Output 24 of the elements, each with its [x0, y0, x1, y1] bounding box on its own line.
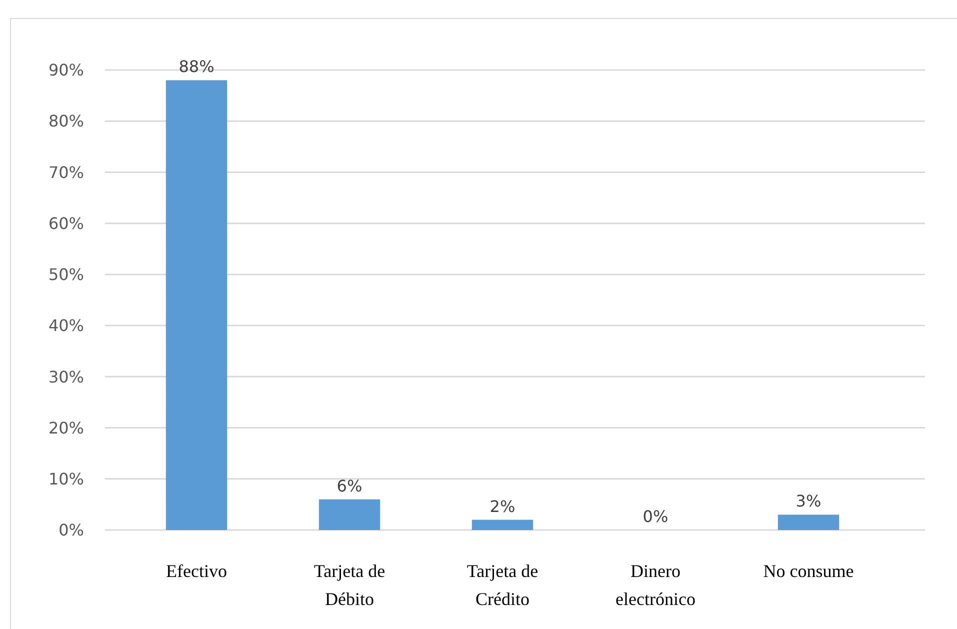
data-label: 88% [178, 57, 214, 76]
data-label: 6% [336, 476, 362, 496]
y-tick-label: 0% [58, 520, 84, 540]
y-tick-label: 30% [48, 367, 84, 386]
data-label: 0% [642, 507, 668, 526]
y-tick-label: 20% [48, 418, 84, 438]
bar [166, 80, 228, 530]
y-tick-label: 10% [48, 469, 84, 488]
y-tick-label: 60% [48, 214, 84, 233]
y-tick-label: 80% [48, 112, 84, 131]
data-label: 2% [490, 496, 516, 516]
x-tick-label: No consume [763, 561, 854, 581]
data-label: 3% [796, 492, 822, 511]
y-tick-label: 70% [48, 162, 84, 182]
x-tick-label: Tarjeta de Crédito [466, 561, 538, 609]
bar [472, 520, 534, 530]
x-tick-label: Efectivo [166, 561, 227, 581]
y-tick-label: 50% [48, 265, 84, 284]
x-tick-label: Tarjeta de Débito [314, 561, 386, 609]
y-tick-label: 90% [48, 60, 84, 80]
bar [318, 499, 380, 530]
y-tick-label: 40% [48, 316, 84, 336]
x-tick-label: Dinero electrónico [616, 561, 696, 609]
bar [778, 514, 840, 530]
